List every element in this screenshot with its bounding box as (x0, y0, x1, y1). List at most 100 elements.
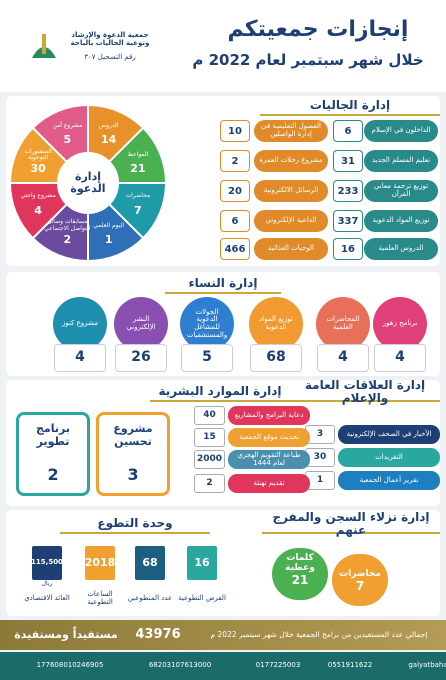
contact-bar (0, 652, 446, 680)
value-card: 68 (135, 546, 165, 580)
section-title: إدارة النساء (165, 276, 281, 294)
summary-label: مستفيداً ومستفيدة (14, 627, 118, 641)
item-label: الوجبات الغذائية (254, 238, 328, 260)
item-label: الداخلون في الإسلام (364, 120, 438, 142)
summary-text: إجمالي عدد المستفيدين من برامج الجمعية خ… (210, 629, 428, 639)
segment-label: محاضرات (125, 192, 151, 200)
segment-label: الدروس (98, 121, 119, 129)
section-title: إدارة نزلاء السجن والمفرج عنهم (262, 510, 440, 537)
card-value: 2 (16, 456, 90, 496)
segment-value: 30 (30, 162, 46, 176)
segment-label: مشروع أمن (52, 121, 83, 129)
dawah-wheel (8, 103, 168, 263)
item-value: 4 (374, 344, 426, 372)
item-value: 4 (54, 344, 106, 372)
item-label: تحديث موقع الجمعية (228, 428, 310, 447)
item-label: توزيع المواد الدعوية (364, 210, 438, 232)
contact: 177608010246905 (36, 661, 104, 670)
contact: galyatbaha (408, 661, 446, 670)
item-value: 68 (250, 344, 302, 372)
wheel-segment (87, 202, 145, 263)
item-label: تقرير أعمال الجمعية (338, 471, 440, 490)
item-label: مشروع رحلات العمرة (254, 150, 328, 172)
title: إنجازات جمعيتكم (227, 16, 409, 42)
item-value: 2 (220, 150, 250, 172)
segment-label: مشروع واحتي (20, 192, 56, 200)
card-value: 3 (96, 456, 170, 496)
segment-value: 5 (63, 133, 72, 147)
card-label: برنامج تطوير (16, 412, 90, 456)
item-label: العائد الاقتصادي (24, 594, 70, 603)
item-value: 5 (181, 344, 233, 372)
card-label: مشروع تحسين (96, 412, 170, 456)
item-value: 337 (333, 210, 363, 232)
circle-label: مشروع كنوز (53, 297, 107, 351)
segment-value: 4 (34, 203, 42, 217)
item-value: 15 (194, 428, 225, 447)
wheel-segment (8, 126, 69, 184)
item-label: الفصول التعليمية في إدارة الواصلين (254, 120, 328, 142)
segment-label: المنشورات التوعوية (24, 147, 52, 162)
item-label: الداعية الإلكتروني (254, 210, 328, 232)
contact: 68203107613000 (148, 661, 212, 670)
item-label: طباعة التقويم الهجري لعام 1444 (228, 450, 310, 469)
circle-label: النشر الإلكتروني (114, 297, 168, 351)
wheel-segment (107, 182, 168, 240)
segment-value: 21 (130, 162, 146, 176)
item-label: التغريدات (338, 448, 440, 467)
header-bg (0, 0, 446, 92)
item-label: الرسائل الالكترونية (254, 180, 328, 202)
item-value: 31 (333, 150, 363, 172)
logo (32, 34, 56, 58)
item-value: 4 (317, 344, 369, 372)
circle-label: الجولات الدعوية للمشاغل والمستشفيات (180, 297, 234, 351)
section-title: وحدة التطوع (60, 516, 210, 534)
circle-label: برنامج زهور (373, 297, 427, 351)
item-label: توزيع ترجمة معاني القرآن (364, 180, 438, 202)
wheel-segment (8, 182, 69, 240)
wheel-segment (107, 126, 168, 184)
circle-label: توزيع المواد الدعوية (249, 297, 303, 351)
item-value: 10 (220, 120, 250, 142)
item-label: تقديم تهنئة (228, 474, 310, 493)
segment-value: 14 (101, 133, 117, 147)
item-value: 20 (220, 180, 250, 202)
circle-label: كلمات وعظية (272, 548, 328, 574)
item-value: 26 (115, 344, 167, 372)
segment-value: 2 (63, 232, 72, 246)
value-card: 2018 (85, 546, 115, 580)
registration: رقم التسجيل ٣٠٧ (84, 53, 136, 62)
contact: 0551911622 (327, 661, 373, 670)
item-label: الساعات التطوعية (87, 590, 113, 606)
item-label: دعاية البرامج والمشاريع (228, 406, 310, 425)
segment-label: مسابقات وسائل التواصل الاجتماعي (44, 218, 91, 232)
section-title: إدارة الجاليات (260, 98, 440, 116)
wheel-center: إدارة الدعوة (62, 163, 114, 203)
segment-value: 7 (134, 203, 142, 217)
section-title: إدارة العلاقات العامة والإعلام (290, 378, 440, 405)
wheel-segment (87, 103, 145, 164)
item-value: 233 (333, 180, 363, 202)
item-value: 40 (194, 406, 225, 425)
circle-label: المحاضرات العلمية (316, 297, 370, 351)
item-label: تعليم المسلم الجديد (364, 150, 438, 172)
summary-band (0, 620, 446, 650)
summary-total: 43976 (135, 626, 181, 642)
wheel-segment (31, 202, 89, 263)
item-label: الدروس العلمية (364, 238, 438, 260)
value-card: 16 (187, 546, 217, 580)
contact: 0177225003 (255, 661, 301, 670)
item-value: 16 (333, 238, 363, 260)
value-card: 115,500 (31, 546, 63, 580)
item-label: الفرص التطوعية (178, 594, 226, 603)
item-value: 2 (194, 474, 225, 493)
item-label: الأخبار في الصحف الإلكترونية (338, 425, 440, 444)
segment-label: اليوم العلمي (93, 221, 125, 229)
org-name: جمعية الدعوة والإرشاد وتوعية الجاليات با… (70, 31, 150, 47)
value-unit: ريال (41, 579, 53, 587)
item-value: 2000 (194, 450, 225, 469)
segment-value: 1 (104, 232, 113, 246)
segment-label: المواعظ (127, 151, 149, 159)
wheel-segment (31, 103, 89, 164)
